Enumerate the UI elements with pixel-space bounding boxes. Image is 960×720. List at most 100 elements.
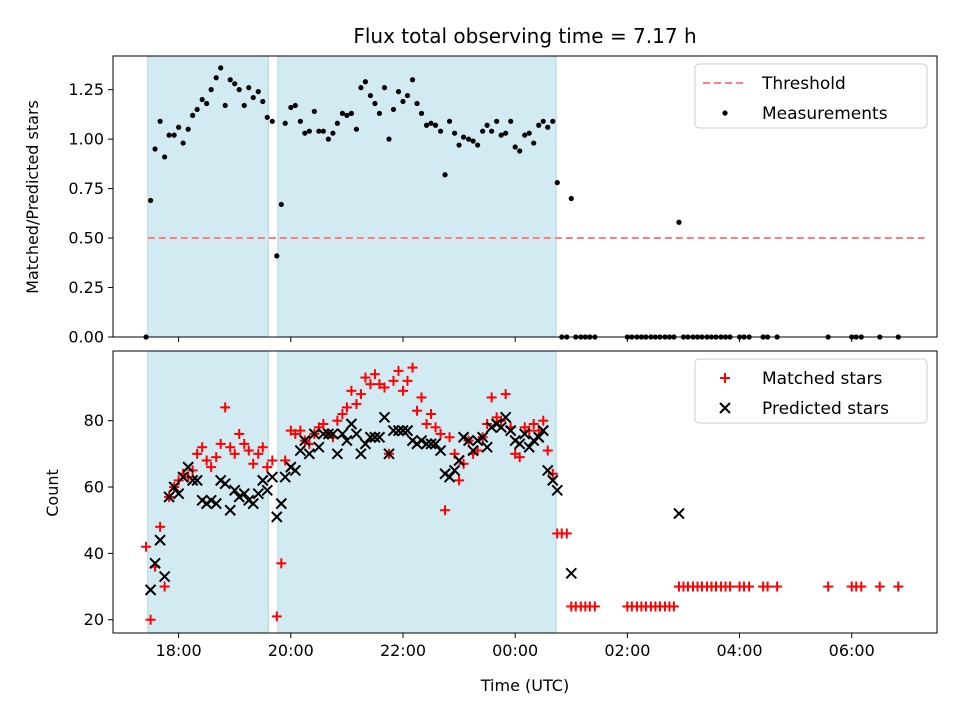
- predicted-point: [476, 431, 489, 443]
- predicted-point-b: [186, 474, 199, 487]
- predicted-point: [229, 484, 241, 497]
- predicted-point: [279, 471, 291, 483]
- matched-point: [772, 581, 783, 592]
- measurement-point: [348, 110, 354, 116]
- legend-label: Measurements: [762, 104, 888, 124]
- matched-point: [486, 392, 497, 403]
- predicted-point-b: [313, 441, 325, 453]
- bottom-plot-star-counts: 20 40 60 80 18:00 20:00 22:00 00:00 02:00 04:00 06…: [84, 350, 938, 660]
- predicted-point-b: [513, 438, 526, 450]
- measurement-point: [194, 106, 200, 113]
- chart-title: Flux total observing time = 7.17 h: [353, 24, 696, 48]
- matched-point: [337, 409, 348, 420]
- matched-point: [262, 462, 273, 473]
- predicted-point: [327, 428, 339, 440]
- predicted-point: [299, 434, 311, 447]
- matched-point: [145, 614, 156, 625]
- measurement-point: [358, 85, 364, 91]
- measurement-point: [395, 89, 402, 95]
- predicted-point-b: [485, 421, 498, 434]
- measurement-point: [452, 130, 458, 136]
- measurement-point: [306, 128, 312, 134]
- predicted-point-b: [420, 438, 433, 450]
- observing-window-0: [147, 55, 269, 338]
- predicted-point: [313, 441, 325, 453]
- measurement-point: [246, 85, 252, 91]
- plot-frame: [112, 55, 938, 338]
- matched-point: [444, 432, 455, 443]
- predicted-point-b: [322, 428, 335, 440]
- matched-point: [421, 418, 432, 429]
- measurement-point: [526, 130, 532, 136]
- measurement-point: [432, 122, 439, 128]
- predicted-point-b: [238, 487, 250, 500]
- predicted-point: [257, 474, 269, 487]
- measurement-point: [568, 195, 574, 202]
- matched-point: [374, 379, 385, 390]
- predicted-point-b: [247, 497, 259, 510]
- x-tick-label: 02:00: [604, 641, 650, 660]
- predicted-point-b: [233, 491, 245, 503]
- matched-point: [500, 389, 511, 400]
- matched-point: [280, 455, 291, 466]
- predicted-point-b: [542, 464, 554, 477]
- measurement-point: [494, 118, 500, 124]
- predicted-point: [387, 424, 400, 437]
- measurement-point: [372, 100, 378, 107]
- x-tick-label: 20:00: [268, 641, 314, 660]
- y-tick-label: 0.25: [68, 278, 104, 297]
- predicted-point-b: [177, 471, 189, 483]
- predicted-point-b: [481, 441, 493, 453]
- measurement-point: [386, 136, 392, 142]
- legend-label: Predicted stars: [762, 399, 889, 419]
- predicted-point-b: [168, 481, 180, 493]
- predicted-point-b: [429, 438, 442, 450]
- measurement-point: [236, 87, 242, 93]
- legend-predicted-swatch-b: [719, 402, 731, 414]
- predicted-point: [154, 534, 166, 546]
- predicted-point-b: [519, 428, 531, 440]
- legend-predicted-swatch: [719, 402, 731, 414]
- measurement-point: [418, 110, 425, 116]
- predicted-point-b: [504, 424, 517, 437]
- measurement-point: [536, 122, 542, 128]
- predicted-point-b: [425, 438, 437, 450]
- matched-point: [589, 601, 600, 612]
- measurement-point: [288, 104, 294, 111]
- measurement-point: [484, 122, 490, 128]
- predicted-point: [182, 461, 194, 473]
- predicted-point: [294, 444, 307, 457]
- predicted-point: [547, 474, 559, 487]
- predicted-point-b: [345, 418, 358, 430]
- measurement-point: [437, 128, 444, 134]
- predicted-point-b: [401, 424, 414, 437]
- series-predicted-stars: [144, 411, 685, 596]
- measurement-point: [339, 110, 346, 116]
- measurement-point: [498, 132, 504, 138]
- predicted-point: [533, 431, 545, 443]
- x-tick-label: 06:00: [829, 641, 875, 660]
- predicted-point: [350, 428, 363, 440]
- predicted-point: [163, 491, 175, 503]
- measurement-point: [297, 118, 303, 124]
- legend-box: [694, 358, 928, 424]
- measurement-point: [353, 126, 360, 132]
- measurement-point: [255, 89, 261, 95]
- predicted-point-b: [219, 477, 231, 490]
- y-tick-label: 0.00: [68, 328, 104, 347]
- predicted-point-b: [294, 444, 307, 457]
- matched-point: [762, 581, 773, 592]
- measurement-point: [480, 128, 486, 134]
- predicted-point-b: [547, 474, 559, 487]
- predicted-point: [177, 471, 189, 483]
- predicted-point-b: [397, 424, 409, 437]
- predicted-point: [499, 411, 512, 424]
- measurement-point: [489, 128, 495, 134]
- predicted-point-b: [369, 431, 381, 443]
- matched-point: [332, 415, 343, 426]
- predicted-point: [420, 438, 433, 450]
- predicted-point-b: [252, 487, 264, 500]
- measurement-point: [531, 140, 537, 146]
- predicted-point: [415, 434, 428, 447]
- predicted-point: [275, 497, 287, 510]
